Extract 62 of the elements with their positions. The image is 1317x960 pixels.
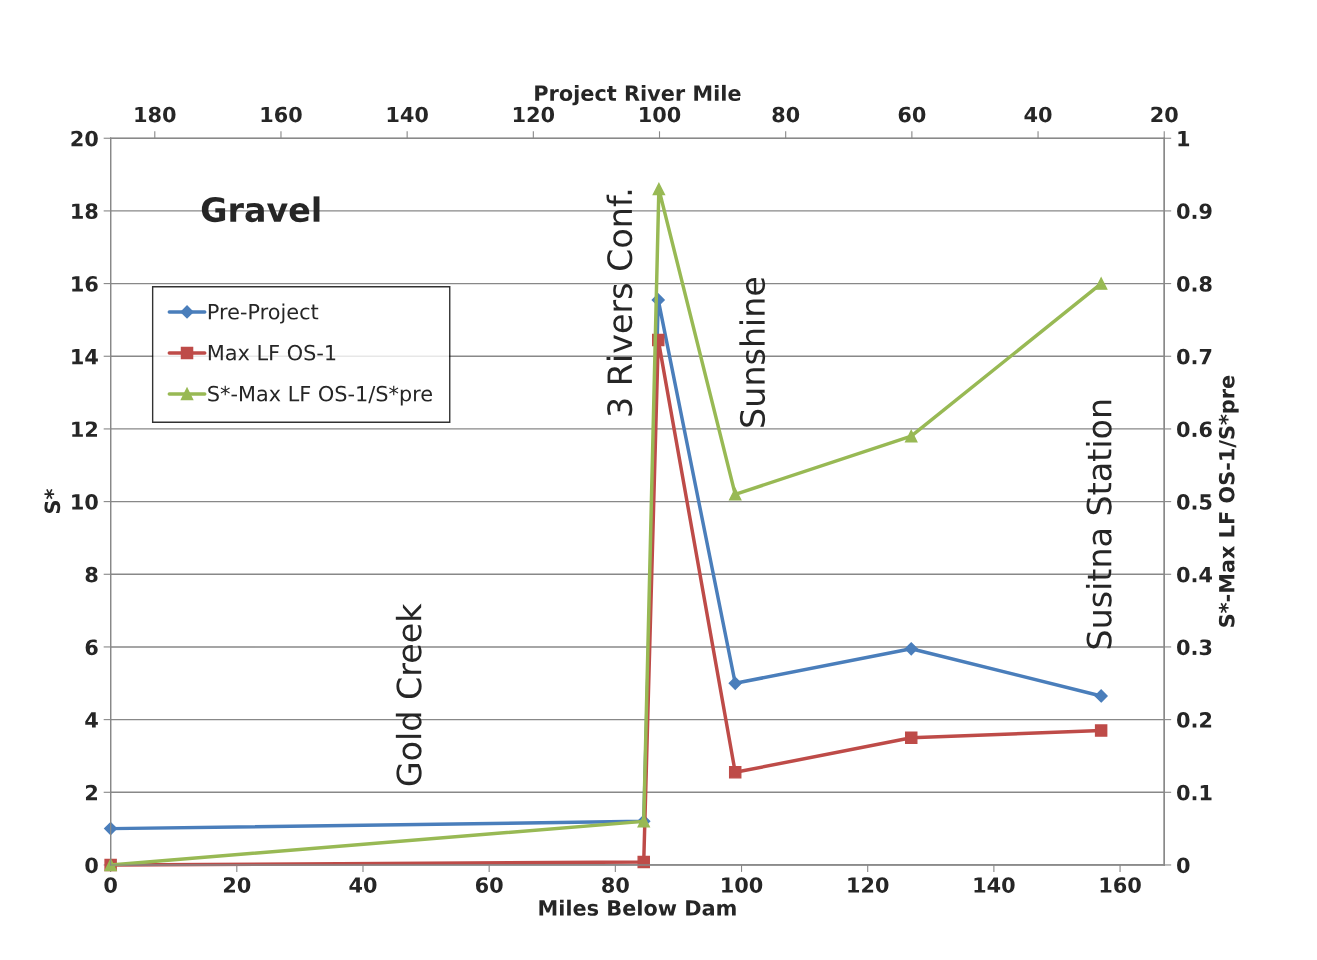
point — [904, 731, 918, 745]
y2-tick-label: 0.6 — [1177, 421, 1212, 438]
y2-tick-label: 0.3 — [1177, 639, 1212, 656]
point — [728, 676, 742, 690]
point — [904, 429, 918, 443]
x2-tick-label: 140 — [387, 106, 428, 123]
y-tick-label: 12 — [72, 421, 98, 437]
x2-tick-label: 60 — [898, 106, 926, 123]
y2-tick-label: 1 — [1178, 130, 1190, 147]
annotation: 3 Rivers Conf. — [606, 190, 633, 416]
y2-tick-label: 0.2 — [1177, 712, 1212, 728]
legend-label: Pre-Project — [208, 303, 319, 324]
y2-tick-label: 0.8 — [1177, 276, 1212, 292]
y-tick-label: 16 — [72, 276, 98, 292]
x2-tick-label: 100 — [640, 106, 681, 123]
point — [728, 766, 742, 779]
y-tick-label: 14 — [72, 348, 98, 365]
x-axis-title: Miles Below Dam — [539, 899, 736, 916]
y-tick-label: 10 — [72, 494, 98, 510]
y-tick-label: 6 — [85, 639, 98, 656]
x-tick-label: 60 — [475, 877, 503, 893]
x-tick-label: 80 — [602, 877, 629, 893]
y2-tick-label: 0.1 — [1177, 784, 1212, 801]
annotation: Gravel — [201, 196, 320, 223]
x2-tick-label: 160 — [261, 106, 302, 123]
x2-tick-label: 20 — [1151, 106, 1178, 123]
y2-tick-label: 0.4 — [1177, 566, 1212, 583]
x2-tick-label: 40 — [1024, 106, 1052, 123]
x2-tick-label: 80 — [772, 106, 800, 123]
point — [904, 642, 918, 656]
y2-axis-title: S*-Max LF OS-1/S*pre — [1218, 375, 1239, 627]
y2-tick-label: 0.9 — [1177, 203, 1212, 220]
y-tick-label: 2 — [85, 784, 98, 801]
x-tick-label: 20 — [223, 877, 251, 893]
annotation: Sunshine — [739, 277, 766, 427]
annotation: Gold Creek — [395, 603, 422, 786]
y2-tick-label: 0 — [1177, 857, 1190, 874]
legend-label: S*-Max LF OS-1/S*pre — [208, 385, 432, 406]
x2-tick-label: 120 — [513, 106, 555, 123]
point — [728, 488, 742, 501]
y-tick-label: 0 — [85, 857, 98, 874]
legend-label: Max LF OS-1 — [208, 344, 336, 361]
x-tick-label: 0 — [104, 877, 117, 893]
x-tick-label: 40 — [349, 877, 377, 893]
point — [652, 182, 666, 196]
y-tick-label: 8 — [85, 566, 98, 583]
x-tick-label: 100 — [722, 877, 763, 893]
y2-tick-label: 0.5 — [1177, 494, 1212, 510]
point — [1094, 689, 1108, 703]
point — [1094, 724, 1108, 737]
x2-tick-label: 180 — [135, 106, 176, 123]
x-tick-label: 160 — [1100, 877, 1141, 893]
y-tick-label: 20 — [71, 130, 98, 147]
annotation: Susitna Station — [1085, 400, 1112, 649]
point — [1094, 277, 1108, 290]
x-tick-label: 140 — [974, 877, 1015, 893]
y-axis-title: S* — [44, 489, 61, 514]
x-tick-label: 120 — [848, 877, 889, 893]
y-tick-label: 4 — [85, 712, 98, 728]
y-tick-label: 18 — [72, 203, 98, 220]
y2-tick-label: 0.7 — [1177, 348, 1212, 365]
x2-axis-title: Project River Mile — [535, 84, 741, 106]
